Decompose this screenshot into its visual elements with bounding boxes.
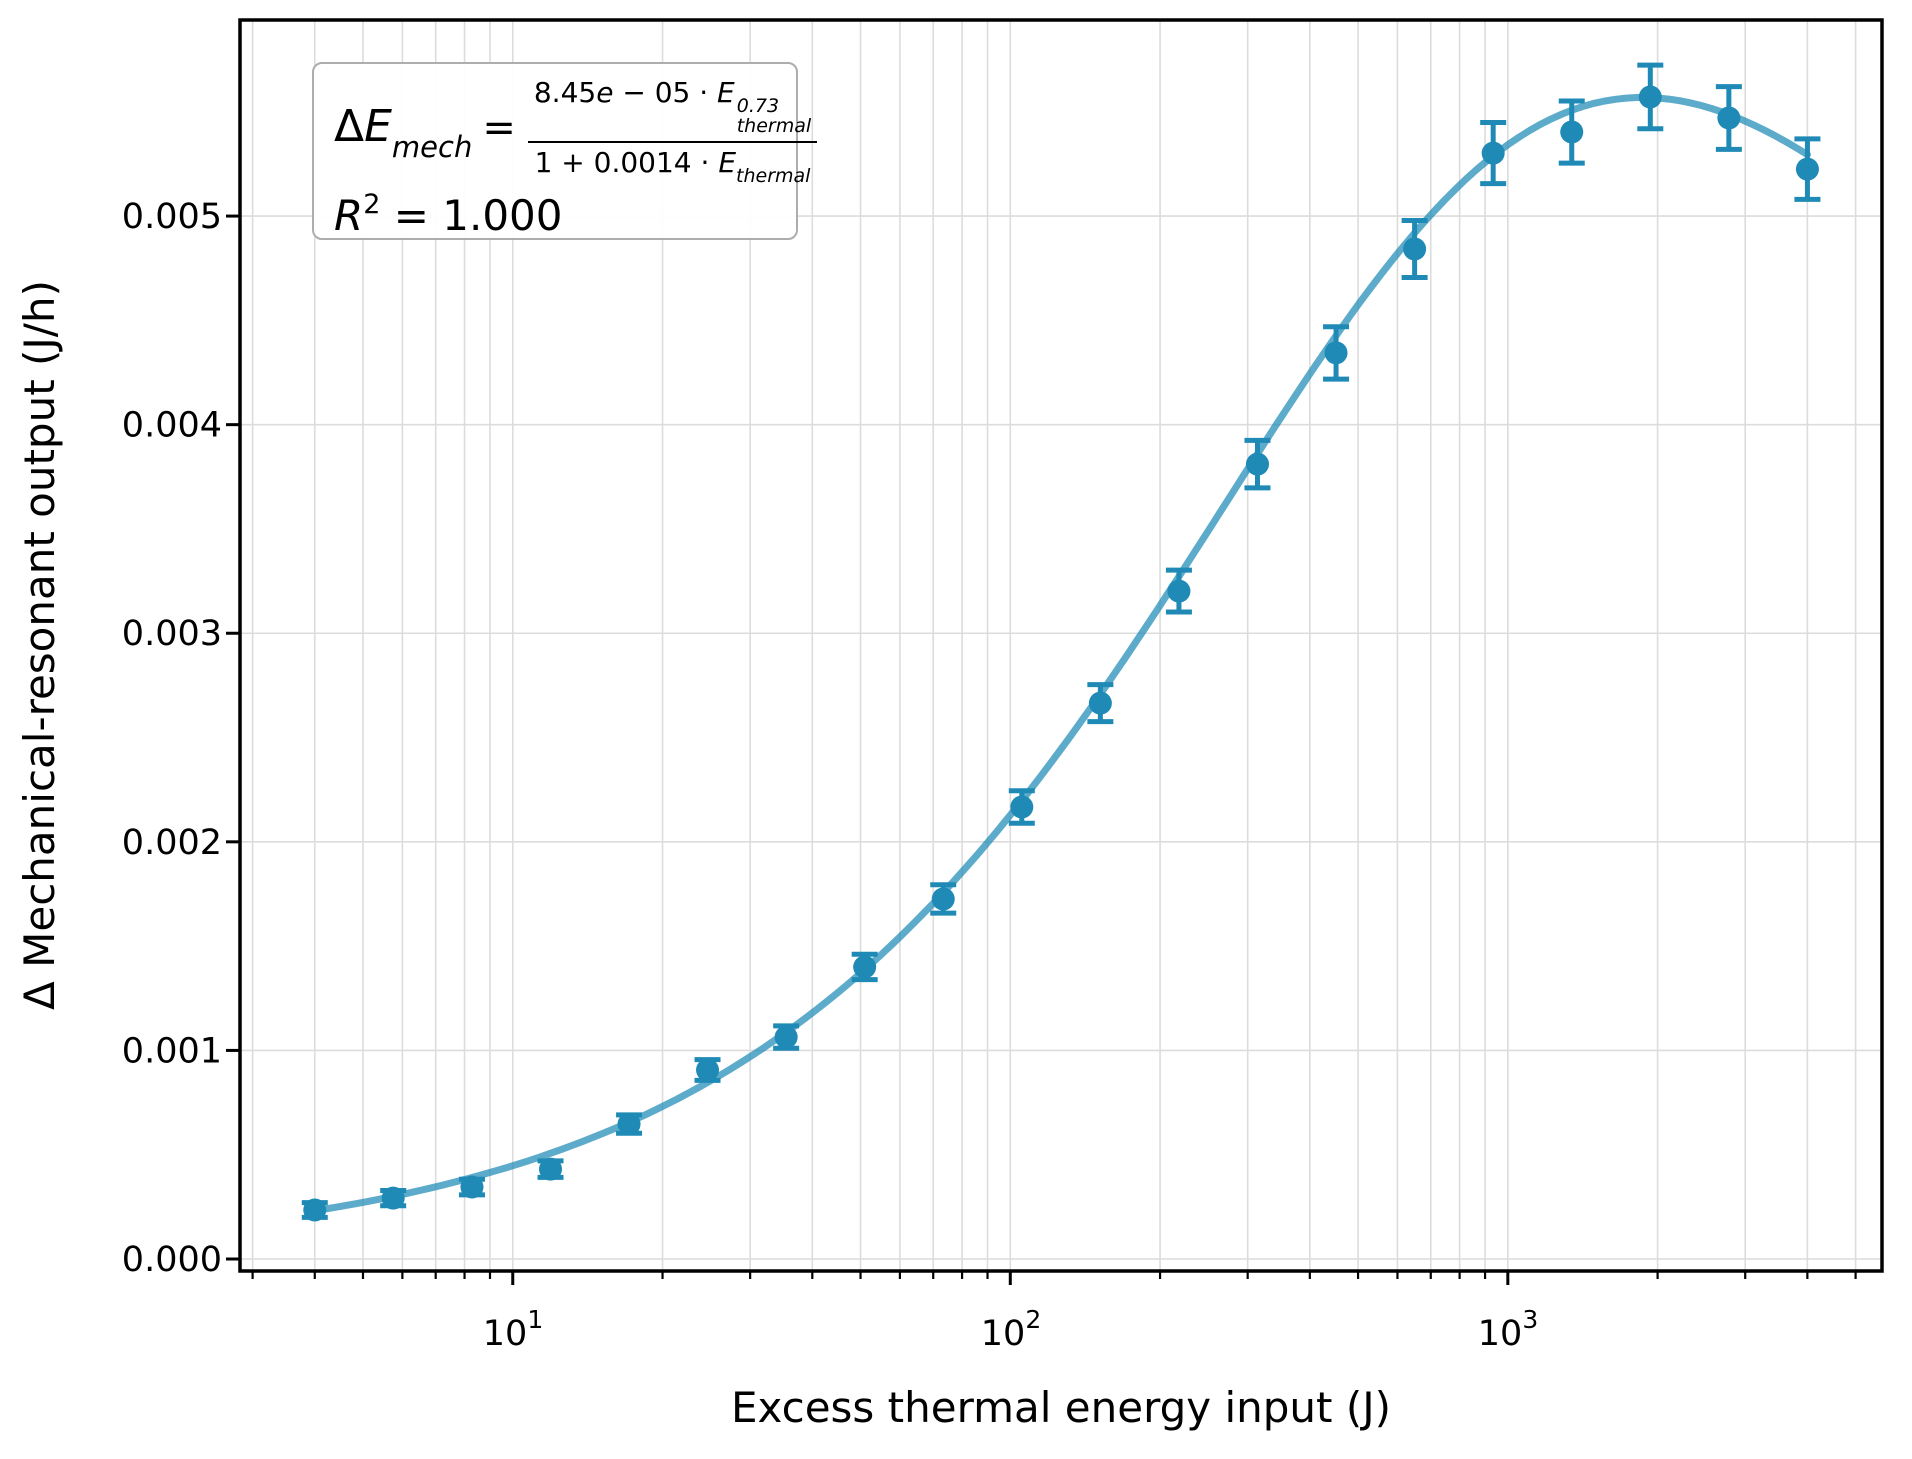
x-tick-label: 102 [981,1305,1041,1354]
data-layer [301,62,1821,1222]
data-point [1795,157,1819,181]
data-point [539,1157,563,1181]
y-tick-label: 0.003 [122,614,222,654]
data-point [931,887,955,911]
equation-box: ΔEmech = 8.45e − 05 · E 0.73 thermal 1 + 0.… [312,62,818,241]
x-tick-label: 101 [483,1305,543,1354]
r-squared-line: R2 = 1.000 [334,189,563,241]
y-tick-label: 0.000 [122,1240,222,1280]
equation-denominator: 1 + 0.0014 · Ethermal [534,145,811,188]
y-tick-label: 0.004 [122,406,222,446]
equation-fraction: 8.45e − 05 · E 0.73 thermal 1 + 0.0014 · E… [527,76,818,188]
fit-curve [311,94,1811,1215]
y-tick-label: 0.002 [122,823,222,863]
y-axis-label: Δ Mechanical-resonant output (J/h) [15,280,64,1010]
y-tick-labels: 0.000 0.001 0.002 0.003 0.004 0.005 [122,197,222,1280]
axes-layer [226,18,1884,1285]
plot-frame [238,18,1884,1273]
equation-line: ΔEmech = 8.45e − 05 · E 0.73 thermal 1 + 0.… [334,76,818,187]
x-tick-label: 103 [1478,1305,1538,1354]
y-tick-label: 0.001 [122,1031,222,1071]
data-point [1560,120,1584,144]
x-axis-label: Excess thermal energy input (J) [731,1383,1391,1432]
equation-lhs: ΔEmech = [334,101,516,165]
y-tick-label: 0.005 [122,197,222,237]
x-tick-labels: 101 102 103 [483,1305,1538,1354]
equation-numerator: 8.45e − 05 · E 0.73 thermal [527,76,818,143]
